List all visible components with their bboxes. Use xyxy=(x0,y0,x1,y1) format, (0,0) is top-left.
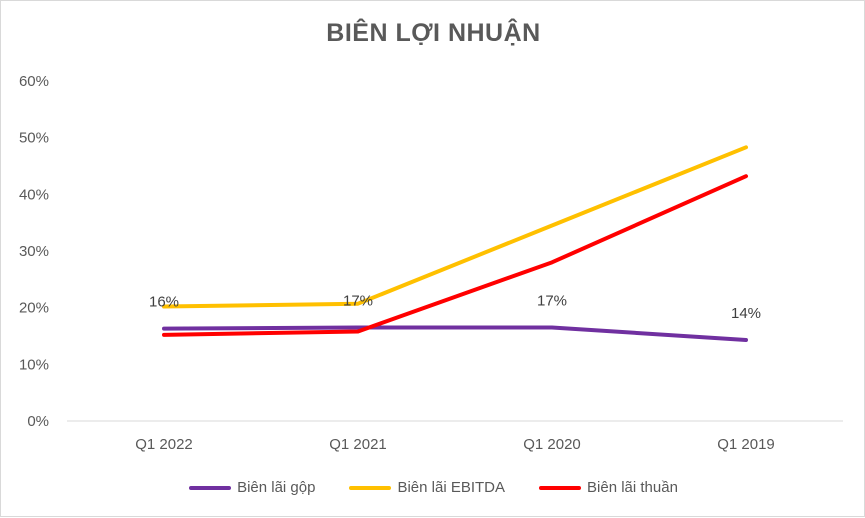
data-label: 17% xyxy=(537,293,567,310)
chart-title: BIÊN LỢI NHUẬN xyxy=(326,19,541,47)
series-line-2 xyxy=(162,145,748,309)
data-label: 14% xyxy=(731,305,761,322)
data-label: 17% xyxy=(343,293,373,310)
series-line-3 xyxy=(162,174,748,337)
y-tick-label: 10% xyxy=(19,356,49,373)
x-tick-label: Q1 2019 xyxy=(717,436,775,453)
legend-swatch xyxy=(349,485,392,490)
legend-label: Biên lãi EBITDA xyxy=(397,479,506,496)
y-tick-label: 20% xyxy=(19,300,49,317)
x-tick-label: Q1 2022 xyxy=(135,436,193,453)
legend-item: Biên lãi gộp xyxy=(189,479,315,496)
x-tick-label: Q1 2020 xyxy=(523,436,581,453)
legend-item: Biên lãi EBITDA xyxy=(349,479,505,496)
y-tick-label: 0% xyxy=(27,413,49,430)
legend-item: Biên lãi thuần xyxy=(539,479,678,496)
legend-swatch xyxy=(189,485,232,490)
y-tick-label: 60% xyxy=(19,73,49,90)
y-tick-label: 40% xyxy=(19,186,49,203)
data-label: 16% xyxy=(149,294,179,311)
series-line-1 xyxy=(162,325,748,342)
legend-label: Biên lãi gộp xyxy=(237,479,316,496)
y-tick-label: 50% xyxy=(19,130,49,147)
y-tick-label: 30% xyxy=(19,243,49,260)
legend: Biên lãi gộp Biên lãi EBITDA Biên lãi thuầ… xyxy=(1,479,865,496)
legend-label: Biên lãi thuần xyxy=(587,479,678,496)
x-tick-label: Q1 2021 xyxy=(329,436,387,453)
legend-swatch xyxy=(539,485,582,490)
